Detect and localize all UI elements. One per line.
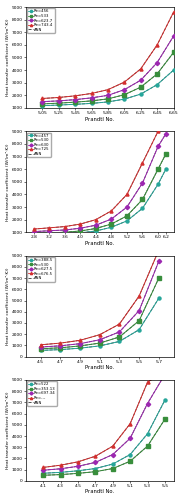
X-axis label: Prandtl No.: Prandtl No.	[85, 241, 114, 246]
X-axis label: Prandtl No.: Prandtl No.	[85, 490, 114, 494]
Legend: Re=456, Re=533, Re=623.7, Re=743.4, ANN: Re=456, Re=533, Re=623.7, Re=743.4, ANN	[27, 8, 55, 33]
Y-axis label: Heat transfer coefficient (W/(m²·K)): Heat transfer coefficient (W/(m²·K))	[6, 392, 10, 469]
Legend: Re=457, Re=530, Re=630, Re=725, ANN: Re=457, Re=530, Re=630, Re=725, ANN	[27, 132, 51, 157]
Legend: Re=522, Re=353.13, Re=697.34, Re=---, ANN: Re=522, Re=353.13, Re=697.34, Re=---, AN…	[27, 381, 57, 406]
Y-axis label: Heat transfer coefficient (W/(m²·K)): Heat transfer coefficient (W/(m²·K))	[6, 268, 10, 345]
Y-axis label: Heat transfer coefficient (W/(m²·K)): Heat transfer coefficient (W/(m²·K))	[6, 18, 10, 96]
X-axis label: Prandtl No.: Prandtl No.	[85, 116, 114, 121]
Y-axis label: Heat transfer coefficient (W/(m²·K)): Heat transfer coefficient (W/(m²·K))	[6, 143, 10, 220]
Legend: Re=388.5, Re=530, Re=627.5, Re=676.5, ANN: Re=388.5, Re=530, Re=627.5, Re=676.5, AN…	[27, 257, 54, 281]
X-axis label: Prandtl No.: Prandtl No.	[85, 365, 114, 370]
